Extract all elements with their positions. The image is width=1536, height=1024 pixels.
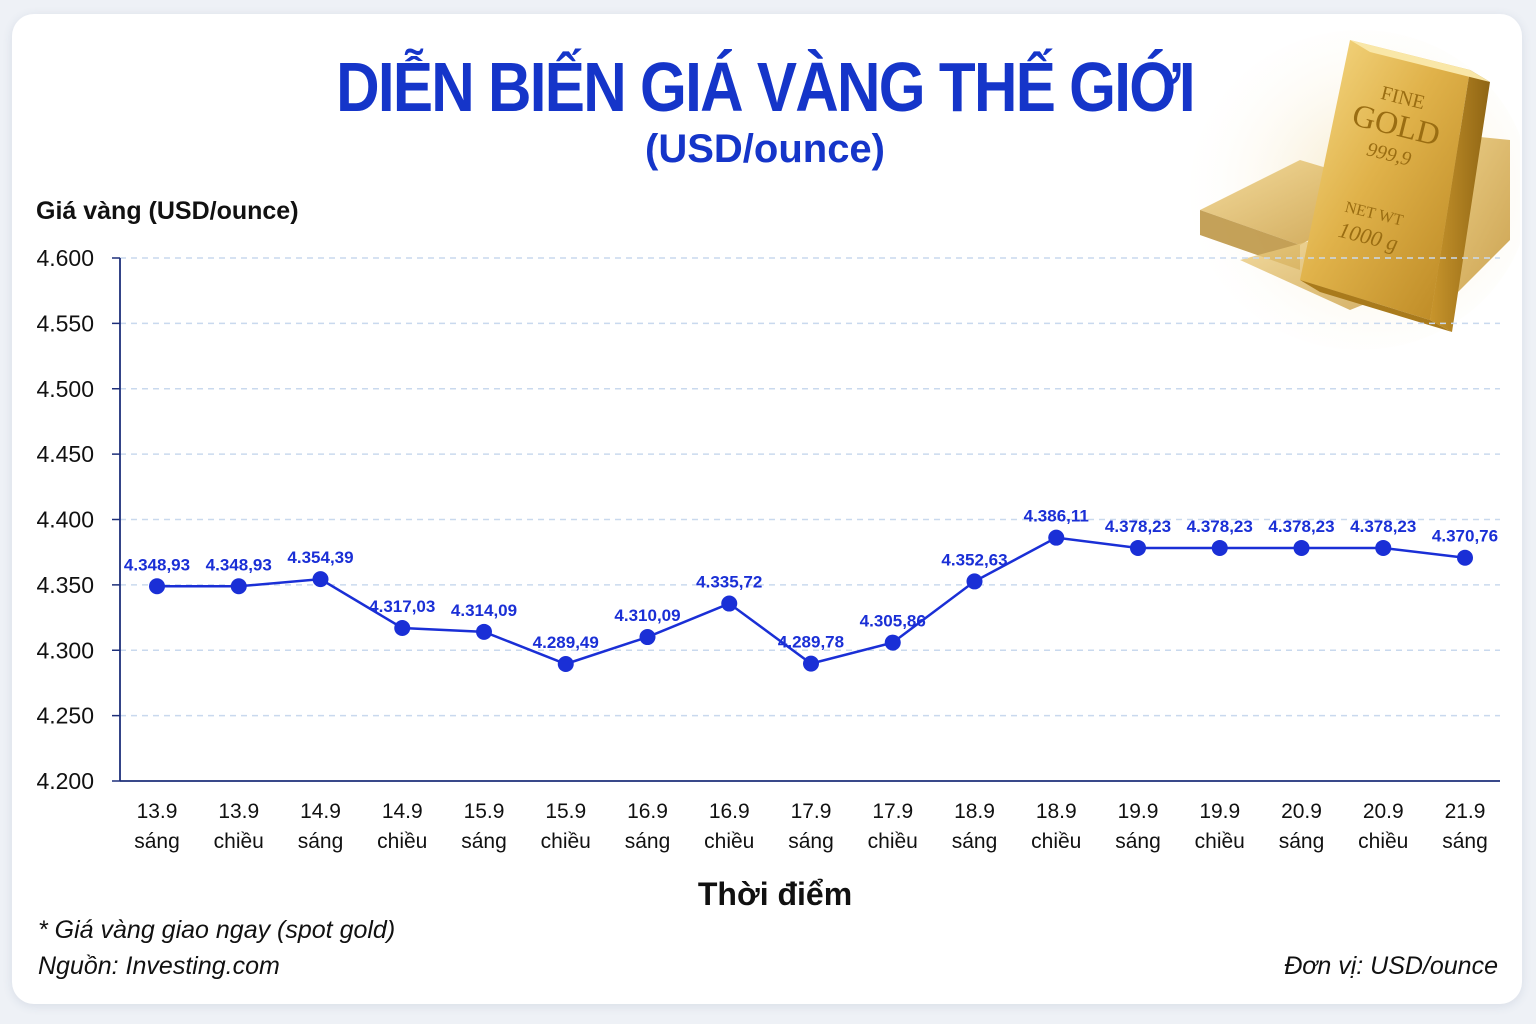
y-tick-label: 4.400 xyxy=(36,507,94,533)
x-axis-title: Thời điểm xyxy=(697,876,853,912)
x-tick-label: 19.9 sáng xyxy=(1115,800,1161,853)
data-point xyxy=(639,629,656,646)
gold-bar-illustration: FINE GOLD 999,9 NET WT 1000 g xyxy=(1190,30,1520,350)
data-point xyxy=(394,619,411,636)
data-label: 4.348,93 xyxy=(124,555,190,574)
data-label: 4.386,11 xyxy=(1024,507,1089,526)
y-tick-label: 4.250 xyxy=(36,703,94,729)
data-point xyxy=(1457,549,1473,566)
data-point xyxy=(230,578,247,595)
x-tick-label: 20.9 sáng xyxy=(1279,800,1325,853)
footnote: * Giá vàng giao ngay (spot gold) xyxy=(38,916,396,944)
y-tick-label: 4.200 xyxy=(36,768,94,794)
x-tick-label: 14.9 sáng xyxy=(298,800,344,853)
unit-note: Đơn vị: USD/ounce xyxy=(1284,952,1498,980)
x-tick-label: 18.9 chiều xyxy=(1031,800,1081,853)
data-label: 4.317,03 xyxy=(369,597,435,616)
x-tick-label: 19.9 chiều xyxy=(1195,800,1245,853)
data-label: 4.378,23 xyxy=(1350,517,1416,536)
data-label: 4.378,23 xyxy=(1105,517,1171,536)
x-tick-label: 20.9 chiều xyxy=(1358,800,1408,853)
page-title: DIỄN BIẾN GIÁ VÀNG THẾ GIỚI xyxy=(336,48,1196,126)
data-label: 4.370,76 xyxy=(1432,527,1498,546)
data-point xyxy=(803,655,819,672)
y-tick-label: 4.350 xyxy=(36,572,94,598)
data-point xyxy=(312,571,329,588)
data-point xyxy=(721,595,738,612)
x-tick-label: 13.9 sáng xyxy=(134,800,180,853)
data-point xyxy=(557,655,574,672)
data-label: 4.289,49 xyxy=(533,633,599,652)
y-tick-label: 4.300 xyxy=(36,637,94,663)
data-point xyxy=(1293,539,1310,556)
data-point xyxy=(1375,539,1392,556)
x-tick-label: 21.9 sáng xyxy=(1442,800,1488,853)
x-tick-label: 15.9 chiều xyxy=(541,800,591,853)
data-label: 4.305,86 xyxy=(860,612,926,631)
data-point xyxy=(966,573,983,590)
data-point xyxy=(476,623,492,640)
x-tick-label: 18.9 sáng xyxy=(952,800,998,853)
data-label: 4.378,23 xyxy=(1268,517,1334,536)
y-tick-label: 4.600 xyxy=(36,245,94,271)
y-tick-label: 4.500 xyxy=(36,376,94,402)
data-label: 4.314,09 xyxy=(451,601,517,620)
data-label: 4.310,09 xyxy=(614,606,680,625)
y-tick-label: 4.550 xyxy=(36,310,94,336)
x-tick-label: 15.9 sáng xyxy=(461,800,507,853)
x-tick-label: 17.9 sáng xyxy=(788,800,834,853)
data-label: 4.348,93 xyxy=(206,555,272,574)
y-axis-title: Giá vàng (USD/ounce) xyxy=(36,197,299,225)
source-note: Nguồn: Investing.com xyxy=(38,952,280,980)
x-tick-label: 16.9 sáng xyxy=(625,800,671,853)
data-point xyxy=(884,634,901,651)
data-label: 4.352,63 xyxy=(941,550,1007,569)
x-tick-label: 17.9 chiều xyxy=(868,800,918,853)
data-label: 4.289,78 xyxy=(778,633,844,652)
data-point xyxy=(1048,529,1065,546)
page-subtitle: (USD/ounce) xyxy=(645,127,885,171)
data-point xyxy=(149,578,165,595)
x-tick-label: 13.9 chiều xyxy=(214,800,264,853)
x-tick-label: 16.9 chiều xyxy=(704,800,754,853)
data-label: 4.335,72 xyxy=(696,573,762,592)
data-label: 4.378,23 xyxy=(1187,517,1253,536)
x-tick-label: 14.9 chiều xyxy=(377,800,427,853)
data-label: 4.354,39 xyxy=(287,548,353,567)
data-point xyxy=(1130,539,1146,556)
y-tick-label: 4.450 xyxy=(36,441,94,467)
data-point xyxy=(1211,539,1228,556)
